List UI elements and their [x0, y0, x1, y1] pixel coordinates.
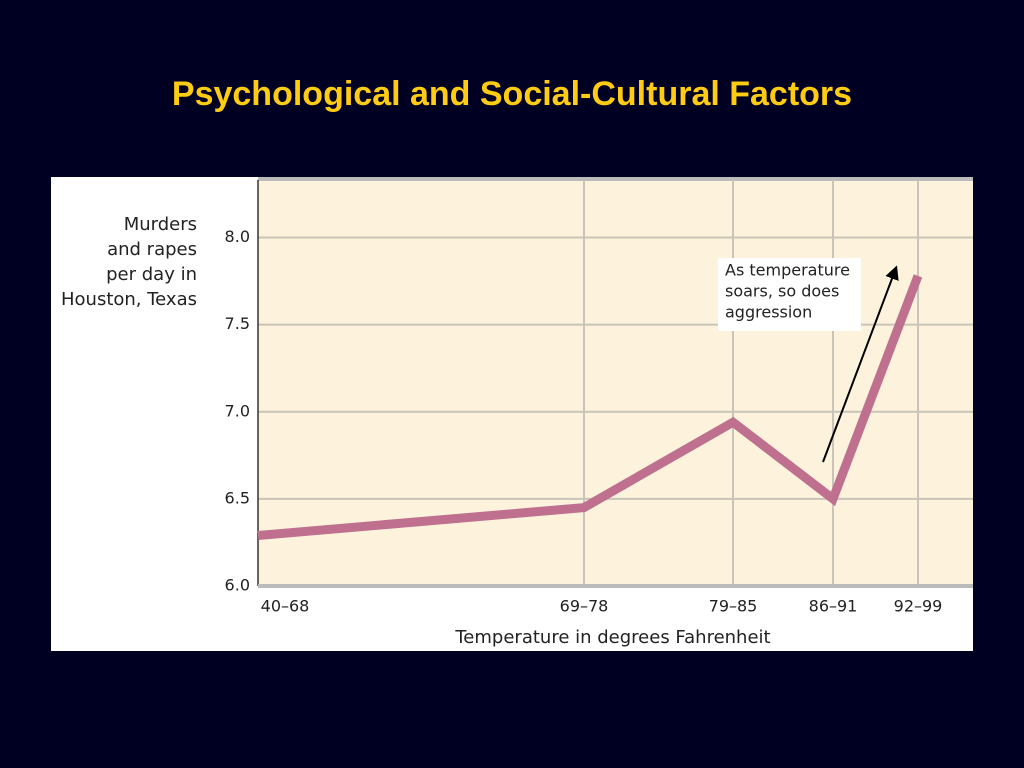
x-tick-label: 79–85 — [709, 597, 758, 616]
y-tick-label: 7.5 — [225, 314, 250, 333]
top-border — [258, 177, 973, 181]
x-axis-label: Temperature in degrees Fahrenheit — [454, 627, 770, 648]
y-tick-label: 8.0 — [225, 227, 250, 246]
annotation-text: aggression — [725, 303, 812, 322]
x-tick-label: 69–78 — [560, 597, 609, 616]
x-axis — [258, 584, 973, 588]
y-axis-label: per day in — [106, 264, 197, 285]
y-axis-label: Houston, Texas — [61, 289, 197, 310]
x-tick-label: 92–99 — [894, 597, 943, 616]
y-axis-label: Murders — [124, 214, 197, 235]
y-tick-label: 6.0 — [225, 576, 250, 595]
x-tick-label: 86–91 — [809, 597, 858, 616]
annotation-text: soars, so does — [725, 282, 839, 301]
annotation-box — [718, 258, 861, 331]
y-axis-label: and rapes — [107, 239, 197, 260]
annotation-text: As temperature — [725, 261, 850, 280]
y-tick-label: 7.0 — [225, 401, 250, 420]
slide-title: Psychological and Social-Cultural Factor… — [172, 75, 852, 113]
annotation-arrow — [822, 265, 899, 463]
data-line — [257, 274, 923, 540]
y-tick-label: 6.5 — [225, 488, 250, 507]
x-tick-label: 40–68 — [261, 597, 310, 616]
plot-area — [258, 180, 973, 586]
